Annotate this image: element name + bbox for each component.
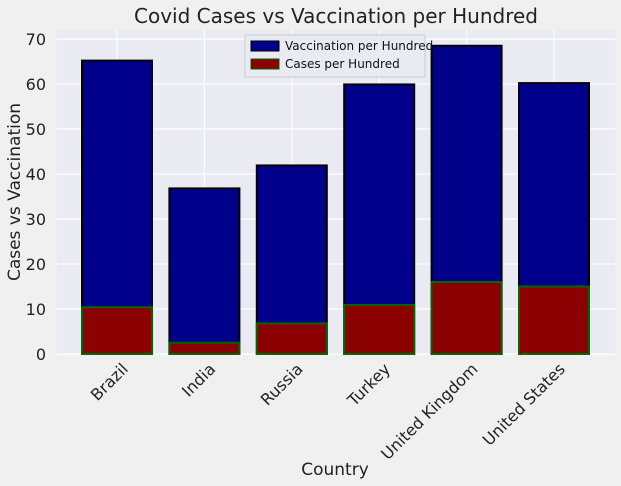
- vaccination-bar-india: [168, 187, 241, 355]
- x-tick-label-india: India: [178, 359, 219, 400]
- x-axis-label: Country: [301, 460, 369, 480]
- y-tick-label: 20: [26, 255, 46, 274]
- chart-title: Covid Cases vs Vaccination per Hundred: [134, 4, 538, 28]
- y-tick-label: 70: [26, 30, 46, 49]
- y-tick-labels: 0 10 20 30 40 50 60 70: [26, 30, 46, 364]
- x-tick-label-russia: Russia: [257, 359, 307, 409]
- y-tick-label: 60: [26, 75, 46, 94]
- y-tick-label: 10: [26, 300, 46, 319]
- y-tick-label: 30: [26, 210, 46, 229]
- legend-swatch-cases: [250, 58, 280, 70]
- x-tick-label-united-kingdom: United Kingdom: [377, 359, 481, 463]
- cases-bar-united-states: [518, 285, 590, 355]
- cases-bar-india: [168, 341, 241, 355]
- bars-group: [81, 44, 590, 356]
- y-tick-label: 50: [26, 120, 46, 139]
- cases-bar-turkey: [343, 303, 416, 356]
- x-tick-label-turkey: Turkey: [343, 359, 394, 410]
- y-tick-label: 0: [36, 345, 46, 364]
- y-axis-label: Cases vs Vaccination: [5, 103, 25, 281]
- x-tick-label-united-states: United States: [479, 359, 569, 449]
- x-tick-label-brazil: Brazil: [87, 359, 132, 404]
- legend-label-vaccination: Vaccination per Hundred: [285, 39, 433, 53]
- legend-label-cases: Cases per Hundred: [285, 57, 400, 71]
- legend-swatch-vaccination: [250, 40, 280, 52]
- cases-bar-united-kingdom: [430, 281, 503, 355]
- y-tick-label: 40: [26, 165, 46, 184]
- vaccination-bar-brazil: [81, 59, 153, 355]
- legend: Vaccination per Hundred Cases per Hundre…: [244, 34, 433, 78]
- cases-bar-brazil: [81, 306, 153, 356]
- cases-bar-russia: [255, 322, 328, 355]
